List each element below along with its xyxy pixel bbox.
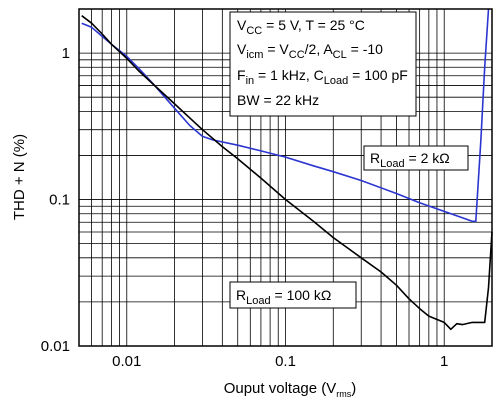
y-tick-label: 0.01: [41, 338, 70, 355]
x-tick-label: 1: [440, 353, 448, 370]
x-tick-label: 0.1: [275, 353, 296, 370]
y-tick-label: 0.1: [49, 192, 70, 209]
y-tick-label: 1: [62, 45, 70, 62]
x-tick-label: 0.01: [112, 353, 141, 370]
condition-line: BW = 22 kHz: [237, 92, 319, 108]
y-axis-label: THD + N (%): [11, 134, 28, 220]
x-axis-label: Ouput voltage (Vrms): [224, 380, 357, 399]
